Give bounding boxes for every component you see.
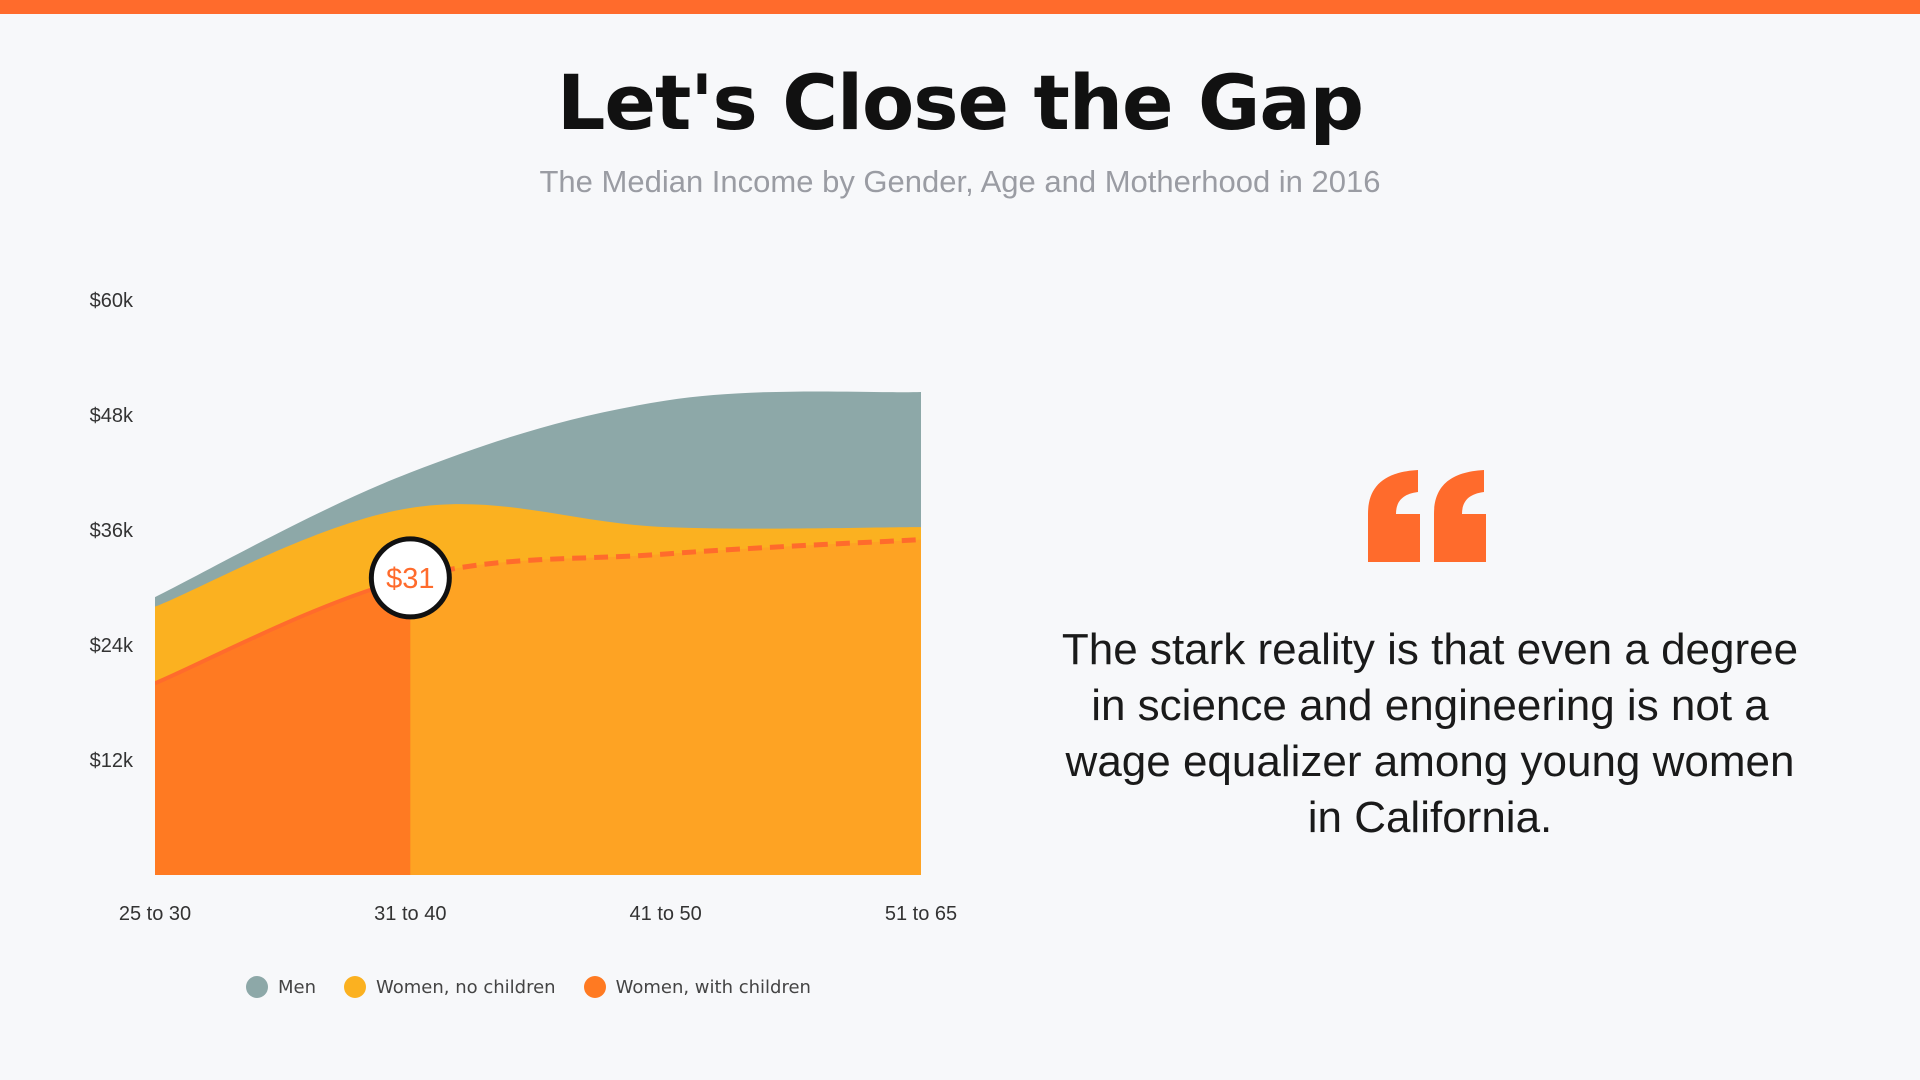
- legend-swatch-women-no-children: [344, 976, 367, 998]
- legend-swatch-men: [246, 976, 268, 998]
- legend-item-women-with-children: Women, with children: [583, 976, 811, 998]
- x-tick-label: 25 to 30: [119, 903, 191, 925]
- legend-item-men: Men: [246, 976, 316, 998]
- x-tick-label: 31 to 40: [374, 903, 446, 925]
- page-title: Let's Close the Gap: [556, 58, 1364, 147]
- line-women-with-children-solid: [155, 575, 411, 686]
- legend-label-men: Men: [278, 976, 317, 998]
- chart-legend: Men Women, no children Women, with child…: [246, 976, 839, 998]
- x-tick-label: 41 to 50: [630, 903, 702, 925]
- y-tick-label: $36k: [90, 520, 134, 542]
- legend-label-women-with-children: Women, with children: [615, 976, 811, 998]
- y-tick-label: $60k: [90, 290, 134, 312]
- highlight-label: $31: [386, 563, 434, 595]
- y-tick-label: $48k: [90, 405, 134, 427]
- highlight-marker: [368, 536, 452, 620]
- legend-item-women-no-children: Women, no children: [344, 976, 556, 998]
- y-tick-label: $12k: [90, 750, 134, 772]
- legend-swatch-women-with-children: [583, 976, 606, 998]
- line-women-with-children-dashed: [410, 537, 921, 581]
- area-women-with-children-left: [155, 577, 411, 875]
- legend-label-women-no-children: Women, no children: [376, 976, 556, 998]
- quote-icon: [1368, 470, 1486, 562]
- x-tick-label: 51 to 65: [885, 903, 957, 925]
- page-subtitle: The Median Income by Gender, Age and Mot…: [539, 164, 1381, 199]
- quote-text: The stark reality is that even a degree …: [1061, 625, 1799, 842]
- y-tick-label: $24k: [90, 635, 134, 657]
- top-accent-bar: [0, 0, 1920, 14]
